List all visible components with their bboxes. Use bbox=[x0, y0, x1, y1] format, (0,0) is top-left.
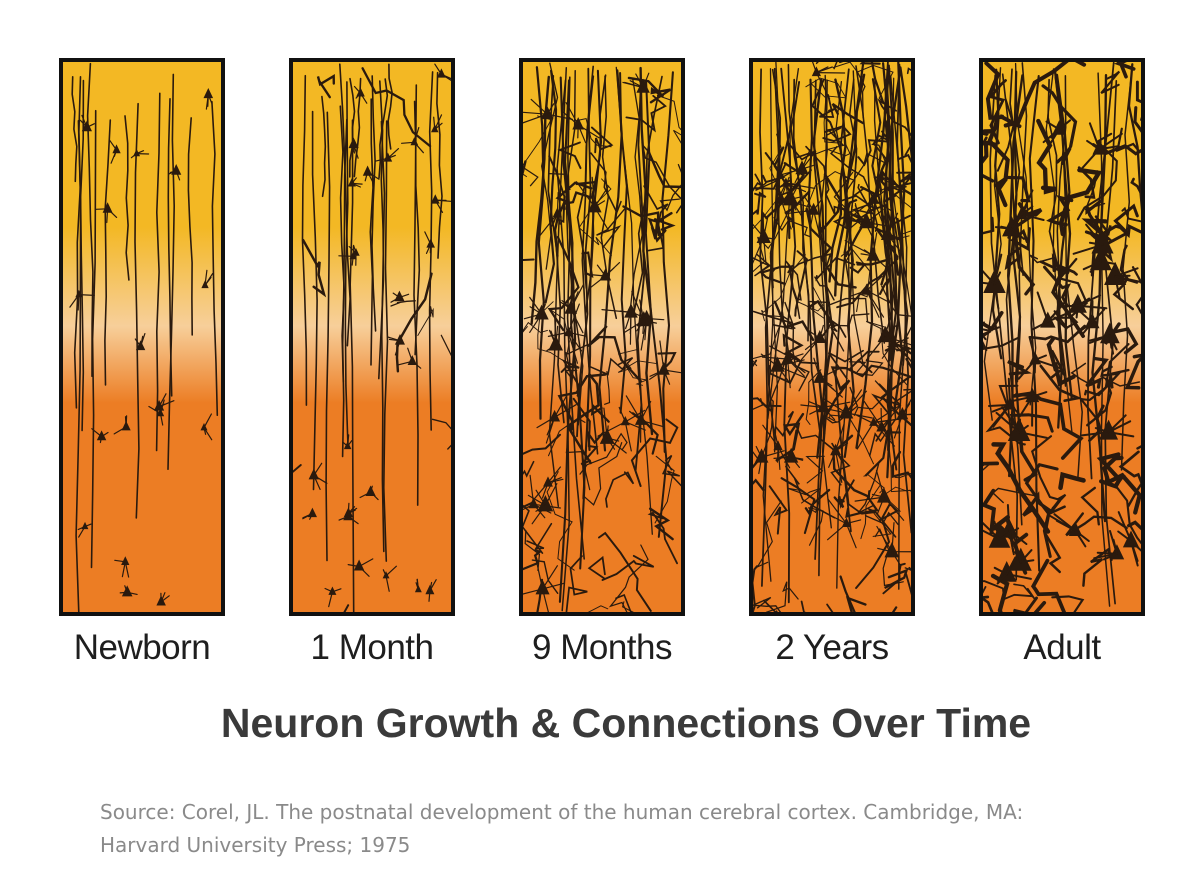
neuron-panels: Newborn 1 Month 9 Months 2 Years Adult bbox=[59, 58, 1145, 667]
label-newborn: Newborn bbox=[73, 628, 211, 667]
neuron-panel-illustration bbox=[59, 58, 225, 616]
label-1-month: 1 Month bbox=[310, 628, 434, 667]
neuron-panel-illustration bbox=[749, 58, 915, 616]
panel-newborn bbox=[59, 58, 225, 616]
panel-9-months bbox=[519, 58, 685, 616]
neuron-panel-illustration bbox=[979, 58, 1145, 616]
label-9-months: 9 Months bbox=[532, 628, 672, 667]
panel-1-month bbox=[289, 58, 455, 616]
source-line-1: Source: Corel, JL. The postnatal develop… bbox=[100, 800, 1024, 824]
neuron-panel-illustration bbox=[519, 58, 685, 616]
panel-2-years bbox=[749, 58, 915, 616]
source-citation: Source: Corel, JL. The postnatal develop… bbox=[100, 796, 1180, 862]
figure-title: Neuron Growth & Connections Over Time bbox=[220, 700, 1032, 746]
neuron-panel-illustration bbox=[289, 58, 455, 616]
label-adult: Adult bbox=[1023, 628, 1101, 667]
panel-adult bbox=[979, 58, 1145, 616]
label-2-years: 2 Years bbox=[775, 628, 889, 667]
source-line-2: Harvard University Press; 1975 bbox=[100, 833, 411, 857]
